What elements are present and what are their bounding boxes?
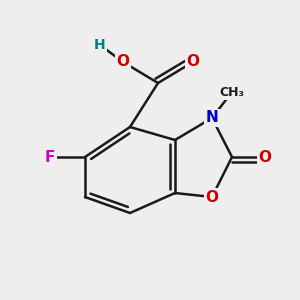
Text: O: O bbox=[116, 55, 130, 70]
Text: O: O bbox=[206, 190, 218, 205]
Text: O: O bbox=[187, 55, 200, 70]
Text: H: H bbox=[94, 38, 106, 52]
Text: CH₃: CH₃ bbox=[220, 85, 244, 98]
Text: N: N bbox=[206, 110, 218, 125]
Text: O: O bbox=[259, 149, 272, 164]
Text: F: F bbox=[45, 149, 55, 164]
